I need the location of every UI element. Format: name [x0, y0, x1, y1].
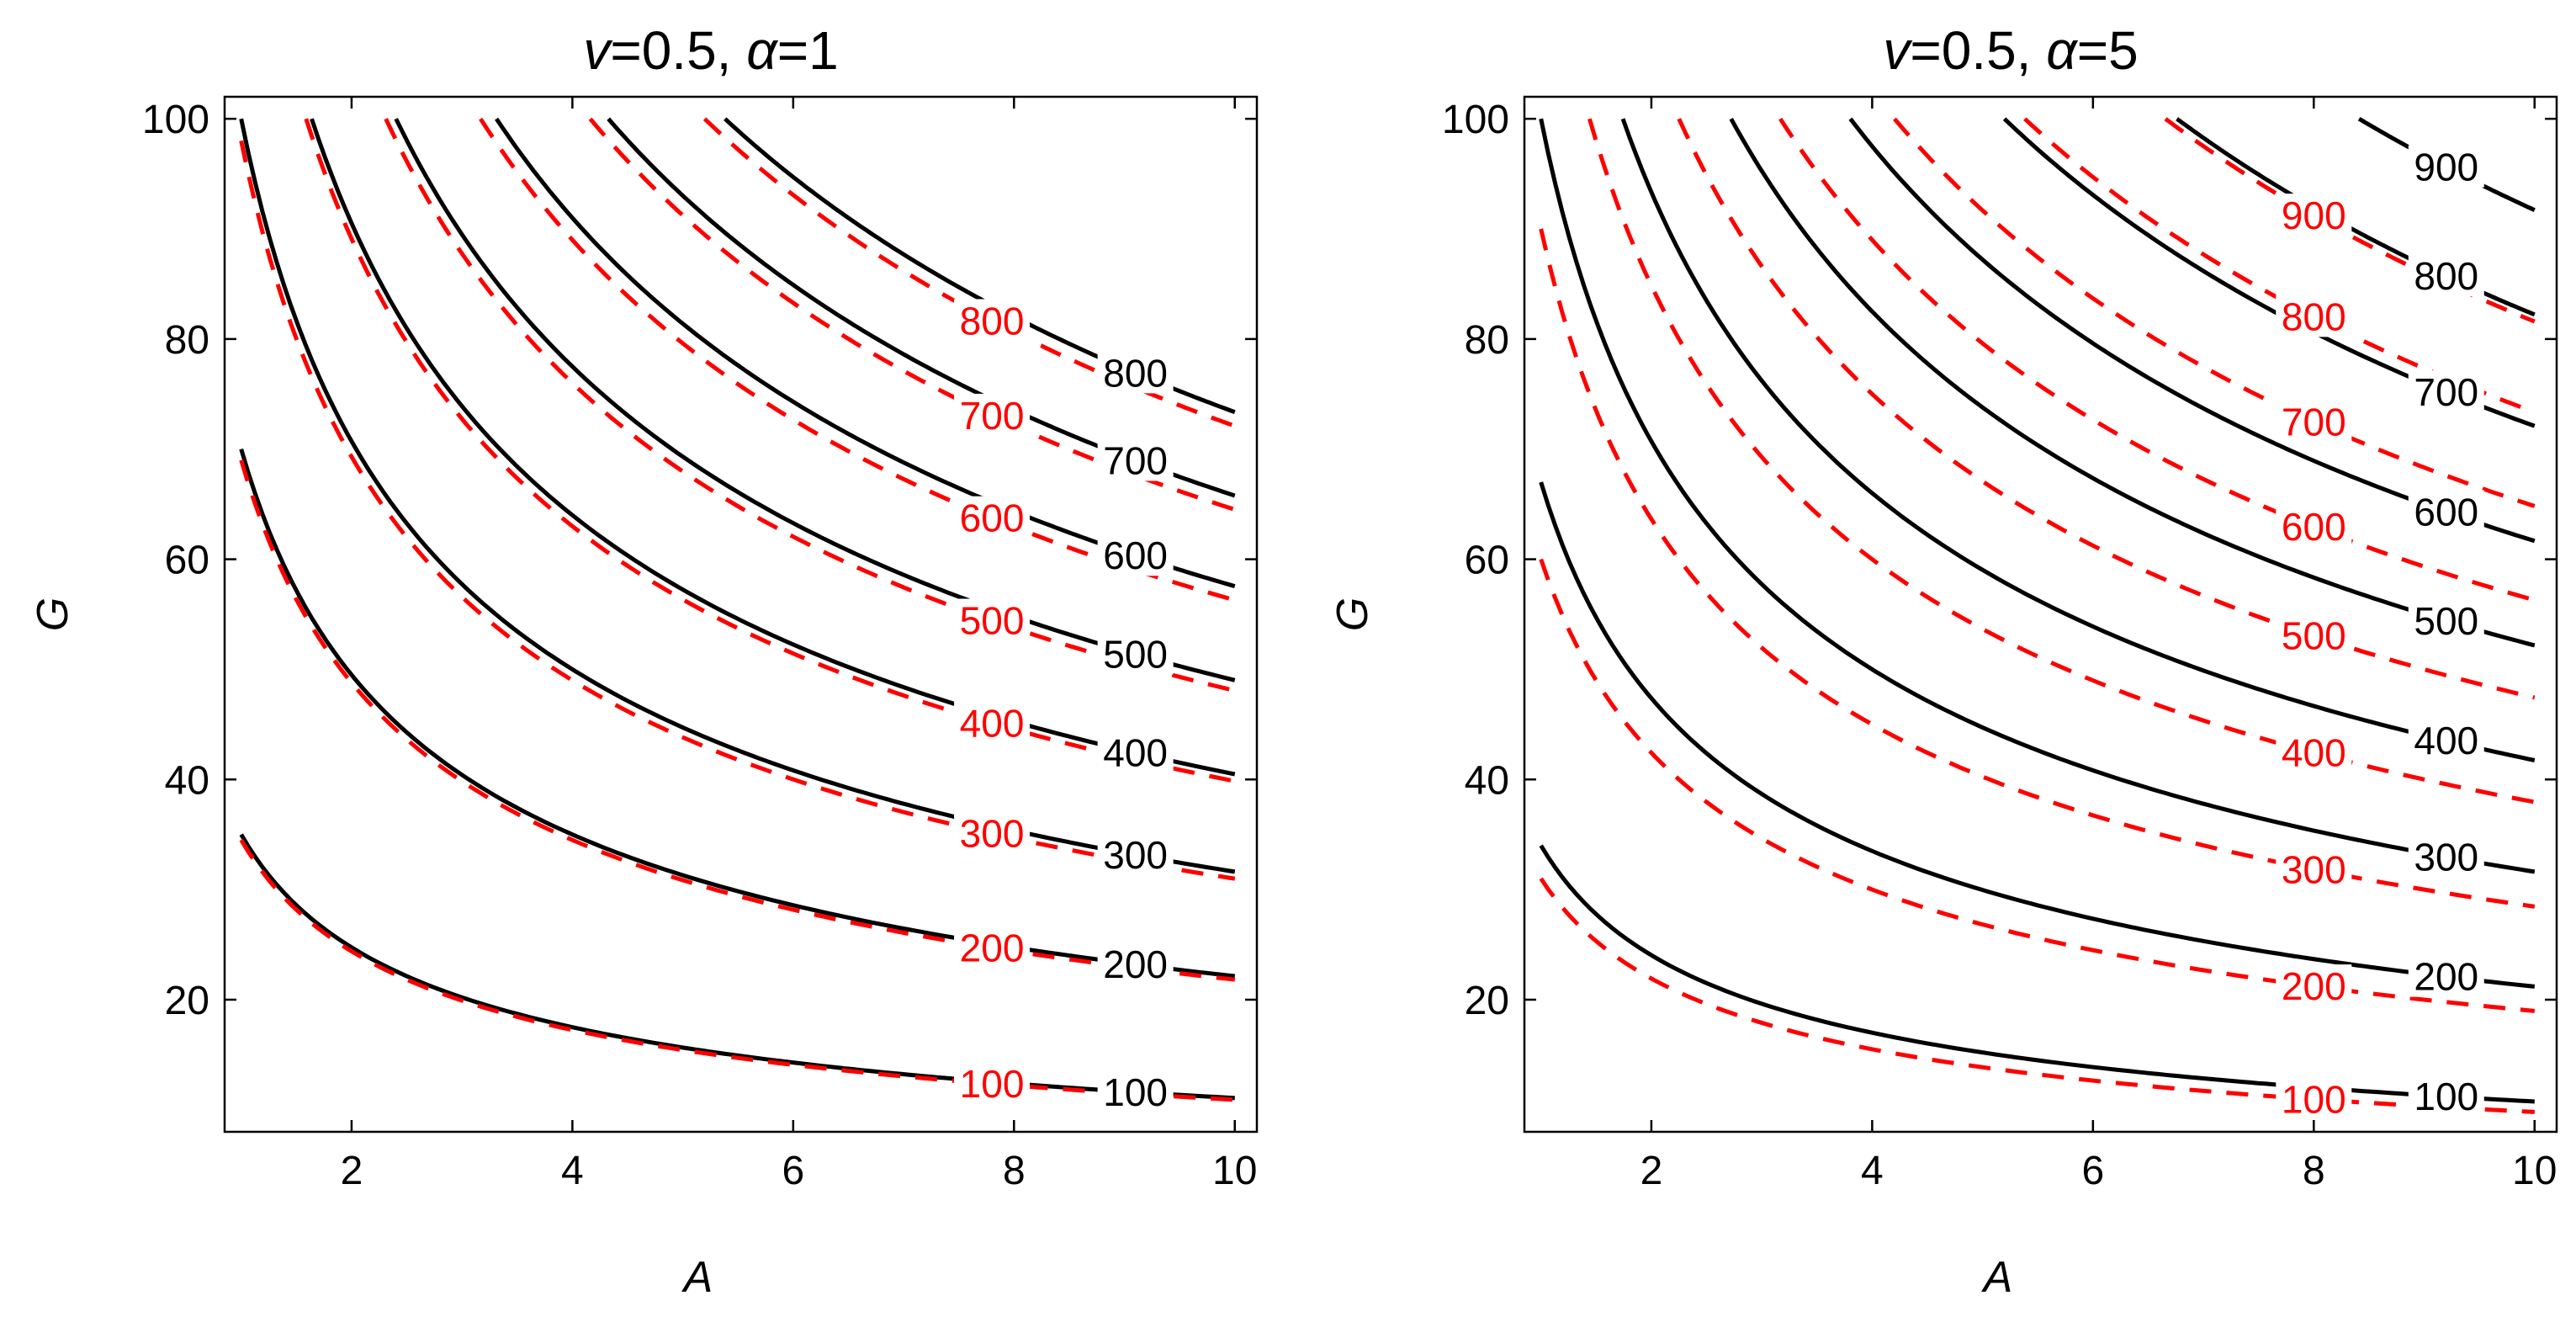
chart-panel-left: v=0.5, α=1 2 4 6 8 10 20 40 60 80 100 100 200 300 40… [29, 20, 1257, 1302]
y-tick-label: 80 [165, 318, 209, 363]
ticks-right: 2 4 6 8 10 20 40 60 80 100 [1442, 97, 2557, 1193]
contour-solid-200 [1541, 482, 2535, 986]
x-tick-label: 8 [2303, 1149, 2325, 1193]
contour-label-red-200: 200 [960, 926, 1025, 969]
chart-title-left: v=0.5, α=1 [583, 20, 838, 81]
y-tick-label: 40 [1465, 758, 1509, 803]
x-tick-label: 6 [782, 1149, 804, 1193]
contour-label-red-600: 600 [960, 496, 1025, 540]
x-tick-label: 8 [1003, 1149, 1026, 1193]
y-axis-label-left: G [29, 597, 77, 631]
contour-dashed-400 [306, 119, 1235, 781]
x-tick-label: 4 [1861, 1149, 1884, 1193]
contour-dashed-300 [241, 141, 1235, 879]
y-tick-label: 40 [165, 758, 209, 803]
contour-label-red-300: 300 [2282, 847, 2346, 891]
contour-label-black-800: 800 [2414, 254, 2478, 298]
contour-solid-300 [1541, 119, 2535, 872]
contour-label-red-500: 500 [2282, 614, 2346, 658]
contour-dashed-500 [386, 119, 1235, 691]
contour-solid-200 [241, 449, 1235, 976]
contour-label-red-500: 500 [960, 599, 1025, 643]
contour-label-black-900: 900 [2414, 146, 2478, 189]
contour-label-black-400: 400 [2414, 719, 2478, 762]
contour-solid-500 [396, 119, 1235, 680]
curves-left [241, 119, 1235, 1100]
y-tick-label: 20 [165, 979, 209, 1023]
contour-label-black-500: 500 [2414, 599, 2478, 643]
contour-label-red-700: 700 [960, 394, 1025, 438]
chart-panel-right: v=0.5, α=5 2 4 6 8 10 20 40 60 80 100 100 200 300 40… [1328, 20, 2557, 1302]
x-tick-label: 2 [1640, 1149, 1663, 1193]
contour-label-black-400: 400 [1103, 730, 1168, 774]
x-tick-label: 10 [2512, 1149, 2557, 1193]
contour-label-red-400: 400 [2282, 731, 2346, 775]
contour-label-black-600: 600 [2414, 490, 2478, 534]
ticks-left: 2 4 6 8 10 20 40 60 80 100 [142, 97, 1258, 1193]
contour-label-red-300: 300 [960, 812, 1025, 856]
y-tick-label: 20 [1465, 979, 1509, 1023]
contour-label-black-300: 300 [2414, 835, 2478, 879]
y-tick-label: 100 [142, 98, 209, 142]
contour-dashed-100 [241, 840, 1235, 1100]
chart-title-right: v=0.5, α=5 [1883, 20, 2138, 81]
contour-label-black-100: 100 [2414, 1075, 2478, 1118]
contour-label-red-100: 100 [960, 1062, 1025, 1106]
contour-label-red-100: 100 [2282, 1077, 2346, 1121]
contour-labels-right: 100 200 300 400 500 600 700 800 900 100 200 300 400 5… [2276, 146, 2483, 1122]
x-tick-label: 10 [1212, 1149, 1257, 1193]
contour-label-black-700: 700 [2414, 370, 2478, 414]
x-axis-label-left: A [681, 1253, 713, 1302]
contour-label-black-200: 200 [1103, 942, 1168, 986]
contour-label-black-500: 500 [1103, 632, 1168, 676]
contour-dashed-300 [1541, 229, 2535, 906]
contour-label-red-700: 700 [2282, 400, 2346, 443]
contour-label-red-200: 200 [2282, 964, 2346, 1008]
contour-label-black-300: 300 [1103, 833, 1168, 877]
y-tick-label: 60 [165, 539, 209, 583]
contour-label-black-800: 800 [1103, 351, 1168, 395]
contour-label-black-200: 200 [2414, 955, 2478, 999]
figure: v=0.5, α=1 2 4 6 8 10 20 40 60 80 100 100 200 300 40… [0, 0, 2576, 1322]
contour-label-red-400: 400 [960, 701, 1025, 745]
contour-label-black-600: 600 [1103, 534, 1168, 577]
contour-label-red-600: 600 [2282, 505, 2346, 549]
x-tick-label: 2 [341, 1149, 363, 1193]
y-tick-label: 100 [1442, 98, 1509, 142]
contour-solid-300 [241, 119, 1235, 872]
y-axis-label-right: G [1328, 597, 1377, 631]
x-tick-label: 6 [2081, 1149, 2104, 1193]
contour-label-red-900: 900 [2282, 194, 2346, 237]
contour-dashed-200 [1541, 560, 2535, 1011]
contour-label-red-800: 800 [2282, 295, 2346, 338]
contour-label-black-100: 100 [1103, 1070, 1168, 1114]
x-tick-label: 4 [561, 1149, 584, 1193]
contour-label-red-800: 800 [960, 299, 1025, 342]
y-tick-label: 60 [1465, 539, 1509, 583]
curves-right [1541, 119, 2535, 1112]
x-axis-label-right: A [1981, 1253, 2013, 1302]
contour-label-black-700: 700 [1103, 438, 1168, 482]
contour-labels-left: 100 200 300 400 500 600 700 800 100 200 300 400 500 6… [954, 299, 1174, 1113]
y-tick-label: 80 [1465, 318, 1509, 363]
